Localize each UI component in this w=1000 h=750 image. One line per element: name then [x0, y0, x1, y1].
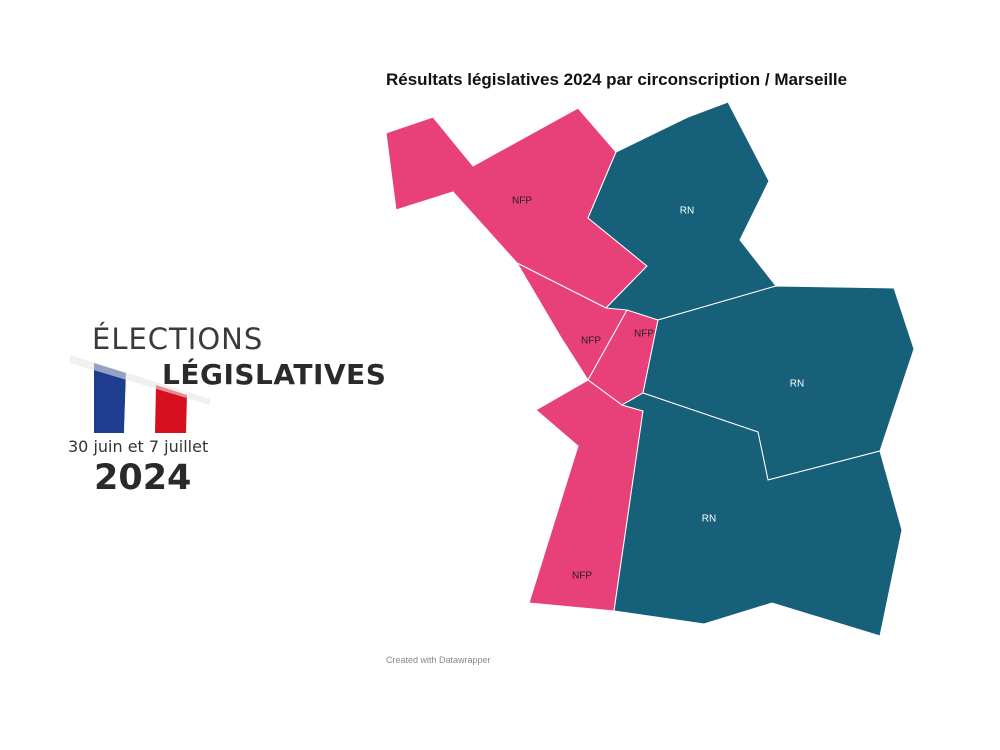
region-label-north-east: RN [680, 206, 694, 217]
flag-shadow [70, 355, 210, 405]
datawrapper-credit[interactable]: Created with Datawrapper [386, 655, 491, 665]
flag-blue-band [94, 363, 126, 433]
region-label-south-east: RN [702, 514, 716, 525]
french-flag-icon [70, 355, 210, 433]
logo-dates: 30 juin et 7 juillet [68, 437, 209, 456]
region-label-south-west: NFP [572, 571, 592, 582]
region-label-center-small: NFP [634, 329, 654, 340]
flag-red-band [155, 385, 187, 433]
flag-white-band [124, 373, 156, 433]
elections-logo: ÉLECTIONS LÉGISLATIVES 30 juin et 7 juil… [0, 0, 386, 750]
logo-title-elections: ÉLECTIONS [92, 322, 264, 356]
logo-year: 2024 [94, 458, 192, 498]
map-labels: NFP RN NFP NFP RN NFP RN [512, 196, 804, 582]
logo-title-legislatives: LÉGISLATIVES [162, 358, 387, 391]
region-label-center-west: NFP [581, 336, 601, 347]
region-label-east: RN [790, 379, 804, 390]
map-title: Résultats législatives 2024 par circonsc… [386, 70, 848, 89]
region-south-east[interactable] [613, 392, 903, 637]
region-label-north-west: NFP [512, 196, 532, 207]
map-regions [385, 101, 915, 637]
